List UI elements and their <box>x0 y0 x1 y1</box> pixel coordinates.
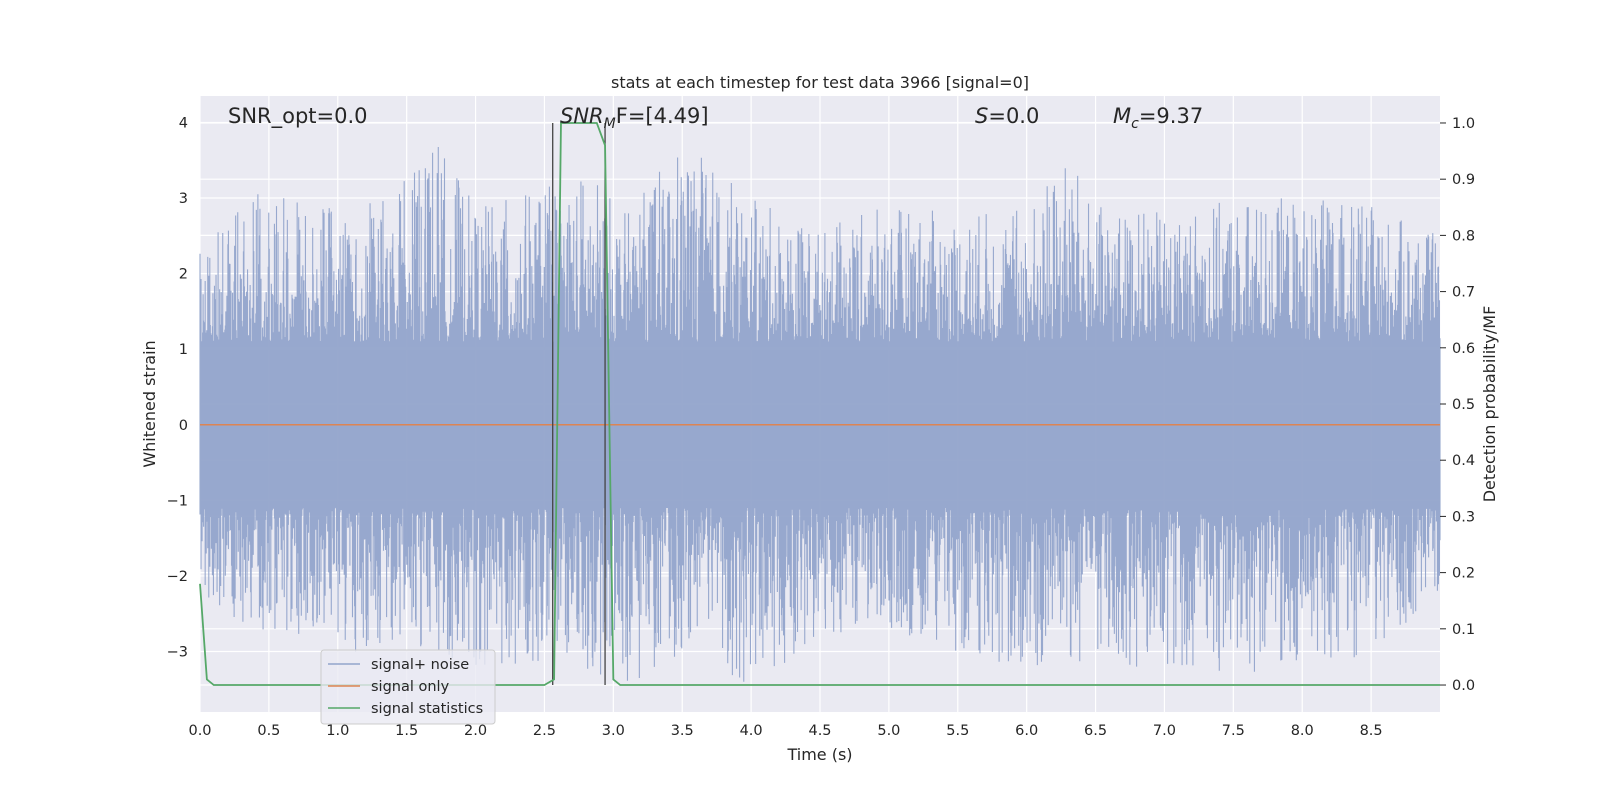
y-left-tick-label: −3 <box>167 645 188 661</box>
y-right-tick-label: 0.9 <box>1452 172 1475 188</box>
legend: signal+ noise signal only signal statist… <box>320 649 496 725</box>
y-left-tick-label: −2 <box>167 569 188 585</box>
ticks-layer: 0.0 0.5 1.0 1.5 2.0 2.5 3.0 3.5 4.0 4.5 5.0 5.5 6.0 6… <box>167 115 1475 739</box>
y-left-tick-label: 4 <box>179 115 188 131</box>
y-right-tick-label: 0.6 <box>1452 341 1475 357</box>
lines-layer <box>199 122 1440 686</box>
x-tick-label: 6.0 <box>1015 723 1038 739</box>
legend-box <box>320 649 496 725</box>
x-tick-label: 2.5 <box>533 723 556 739</box>
x-tick-label: 4.5 <box>808 723 831 739</box>
series-signal-noise <box>199 147 1441 682</box>
y-right-tick-label: 1.0 <box>1452 116 1475 132</box>
y-axis-left-label: Whitened strain <box>140 340 159 467</box>
x-tick-label: 1.5 <box>395 723 418 739</box>
x-tick-label: 0.0 <box>188 723 211 739</box>
annotation-snr-mf-tail: F=[4.49] <box>616 104 709 128</box>
x-tick-label: 5.5 <box>946 723 969 739</box>
x-axis-label: Time (s) <box>786 745 852 764</box>
x-tick-label: 8.5 <box>1360 723 1383 739</box>
annotation-snr-opt: SNR_opt=0.0 <box>228 104 368 129</box>
x-tick-label: 4.0 <box>740 723 763 739</box>
y-right-tick-label: 0.1 <box>1452 622 1475 638</box>
annotation-s-main: S <box>975 104 988 128</box>
y-right-tick-label: 0.8 <box>1452 228 1475 244</box>
x-tick-label: 7.5 <box>1222 723 1245 739</box>
y-right-tick-label: 0.5 <box>1452 397 1475 413</box>
x-tick-label: 2.0 <box>464 723 487 739</box>
annotation-mc: Mc=9.37 <box>1113 104 1203 132</box>
annotation-snr-mf: SNRMF=[4.49] <box>560 104 709 132</box>
x-tick-label: 6.5 <box>1084 723 1107 739</box>
legend-label-signal-noise: signal+ noise <box>371 657 469 673</box>
y-axis-right-label: Detection probability/MF <box>1480 306 1499 503</box>
chart-title: stats at each timestep for test data 396… <box>611 73 1029 92</box>
legend-label-signal-only: signal only <box>371 679 450 695</box>
series-signal-statistics <box>199 122 1440 686</box>
legend-label-signal-statistics: signal statistics <box>371 701 483 717</box>
annotation-snr-mf-main: SNR <box>560 104 604 128</box>
y-right-tick-label: 0.7 <box>1452 285 1475 301</box>
annotation-mc-sub: c <box>1131 116 1139 132</box>
annotation-s-tail: =0.0 <box>988 104 1039 128</box>
x-tick-label: 0.5 <box>257 723 280 739</box>
y-right-tick-label: 0.3 <box>1452 509 1475 525</box>
annotation-snr-mf-sub: M <box>604 116 616 132</box>
x-tick-label: 5.0 <box>877 723 900 739</box>
y-left-tick-label: 3 <box>179 191 188 207</box>
annotation-mc-tail: =9.37 <box>1139 104 1203 128</box>
y-right-tick-label: 0.4 <box>1452 453 1475 469</box>
x-tick-label: 7.0 <box>1153 723 1176 739</box>
y-left-tick-label: 0 <box>179 418 188 434</box>
y-left-tick-label: 1 <box>179 342 188 358</box>
noise-layer <box>199 147 1441 682</box>
y-left-tick-label: −1 <box>167 493 188 509</box>
annotation-s: S=0.0 <box>975 104 1039 128</box>
x-tick-label: 1.0 <box>326 723 349 739</box>
y-right-tick-label: 0.0 <box>1452 678 1475 694</box>
y-right-tick-label: 0.2 <box>1452 566 1475 582</box>
annotation-mc-main: M <box>1113 104 1131 128</box>
x-tick-label: 8.0 <box>1291 723 1314 739</box>
x-tick-label: 3.0 <box>602 723 625 739</box>
y-left-tick-label: 2 <box>179 267 188 283</box>
x-tick-label: 3.5 <box>671 723 694 739</box>
